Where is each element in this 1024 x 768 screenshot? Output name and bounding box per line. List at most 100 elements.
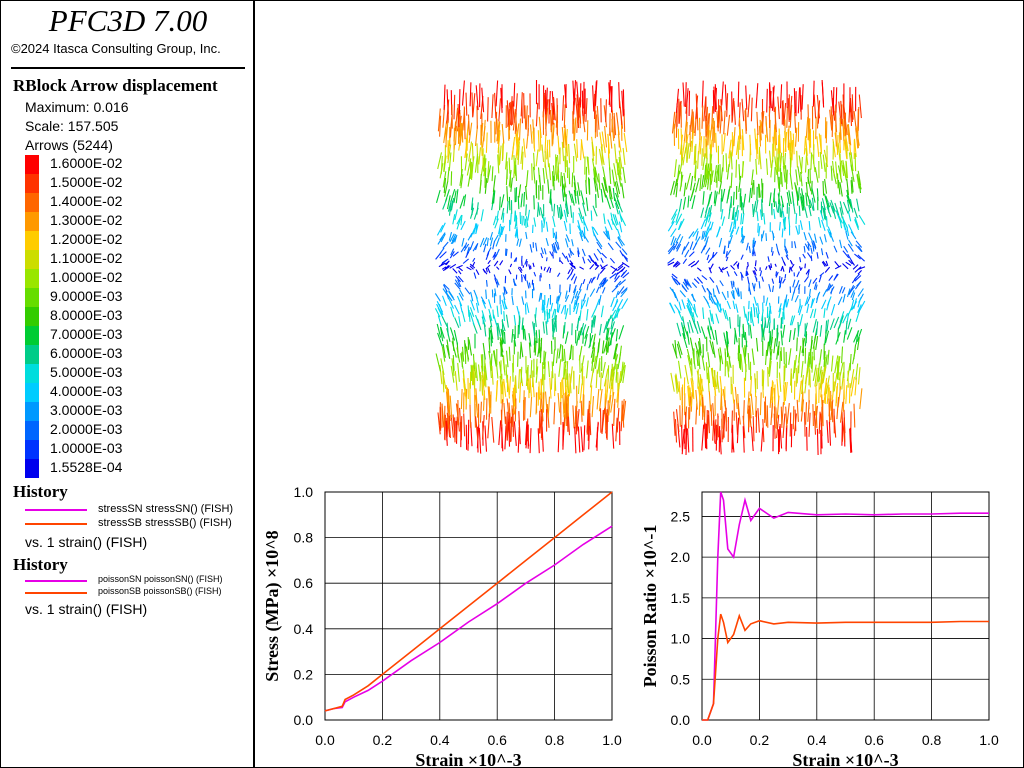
displacement-arrow	[711, 341, 716, 358]
displacement-arrow	[700, 207, 705, 218]
displacement-arrow	[519, 211, 522, 225]
displacement-arrow	[452, 268, 458, 274]
displacement-arrow	[499, 145, 502, 164]
displacement-arrow	[456, 214, 463, 225]
displacement-arrow	[839, 239, 843, 249]
displacement-arrow	[735, 135, 740, 155]
displacement-arrow	[613, 163, 618, 181]
displacement-arrow	[802, 253, 806, 259]
displacement-arrow	[615, 417, 618, 442]
displacement-arrow	[770, 159, 774, 178]
displacement-arrow	[592, 205, 598, 217]
displacement-arrow	[544, 391, 548, 413]
displacement-arrow	[622, 400, 627, 422]
displacement-arrow	[480, 122, 484, 144]
displacement-arrow	[458, 316, 461, 327]
displacement-arrow	[578, 207, 584, 220]
displacement-arrow	[858, 94, 862, 119]
displacement-arrow	[806, 426, 808, 451]
displacement-arrow	[563, 172, 567, 188]
displacement-arrow	[693, 278, 700, 284]
displacement-arrow	[847, 305, 853, 317]
displacement-arrow	[784, 248, 789, 257]
displacement-arrow	[692, 380, 695, 400]
displacement-arrow	[493, 350, 497, 367]
displacement-arrow	[812, 80, 815, 107]
displacement-arrow	[486, 165, 492, 183]
displacement-arrow	[829, 202, 835, 214]
displacement-arrow	[788, 348, 792, 365]
displacement-arrow	[460, 245, 466, 253]
displacement-arrow	[701, 355, 706, 371]
displacement-arrow	[679, 156, 684, 174]
displacement-arrow	[621, 269, 628, 277]
displacement-arrow	[591, 396, 595, 418]
displacement-arrow	[600, 146, 605, 166]
displacement-arrow	[585, 360, 589, 379]
displacement-arrow	[521, 296, 525, 305]
displacement-arrow	[479, 371, 482, 392]
displacement-arrow	[497, 130, 501, 149]
displacement-arrow	[766, 316, 770, 328]
displacement-arrow	[496, 322, 499, 337]
displacement-arrow	[571, 172, 574, 188]
displacement-arrow	[482, 379, 486, 400]
displacement-arrow	[573, 117, 577, 141]
displacement-arrow	[846, 288, 851, 298]
displacement-arrow	[463, 243, 470, 252]
displacement-arrow	[540, 247, 544, 255]
displacement-arrow	[525, 105, 528, 130]
displacement-arrow	[826, 283, 831, 292]
displacement-arrow	[496, 266, 500, 270]
displacement-arrow	[815, 284, 818, 291]
displacement-arrow	[671, 213, 677, 224]
displacement-arrow	[437, 108, 441, 132]
displacement-arrow	[797, 166, 801, 182]
displacement-arrow	[834, 273, 839, 280]
displacement-arrow	[476, 424, 480, 449]
displacement-arrow	[761, 110, 765, 133]
displacement-arrow	[709, 276, 715, 283]
displacement-arrow	[522, 265, 525, 268]
displacement-arrow	[813, 282, 817, 290]
displacement-arrow	[821, 219, 826, 231]
displacement-arrow	[602, 166, 607, 183]
displacement-arrow	[857, 367, 861, 385]
displacement-arrow	[719, 303, 722, 313]
displacement-arrow	[741, 129, 745, 151]
displacement-arrow	[829, 109, 833, 131]
poisson-ratio-chart: 0.0 0.2 0.4 0.6 0.8 1.00.00.51.01.52.02.5Stra…	[640, 491, 999, 768]
displacement-arrow	[525, 424, 529, 449]
displacement-arrow	[576, 409, 580, 432]
displacement-arrow	[737, 402, 741, 425]
displacement-arrow	[552, 349, 556, 367]
displacement-arrow	[484, 425, 488, 452]
displacement-arrow	[698, 337, 702, 354]
displacement-arrow	[471, 143, 474, 161]
displacement-arrow	[855, 330, 859, 345]
displacement-arrow	[539, 130, 542, 151]
displacement-arrow	[709, 340, 715, 355]
displacement-arrow	[692, 312, 696, 322]
displacement-arrow	[708, 267, 712, 274]
displacement-arrow	[597, 358, 601, 374]
displacement-arrow	[857, 254, 865, 262]
displacement-arrow	[795, 225, 799, 235]
y-tick-label: 0.0	[294, 712, 314, 728]
displacement-arrow	[679, 236, 684, 244]
displacement-arrow	[796, 337, 798, 352]
displacement-arrow	[495, 359, 499, 379]
displacement-arrow	[702, 230, 706, 239]
displacement-arrow	[457, 279, 462, 288]
displacement-arrow	[443, 405, 446, 427]
displacement-arrow	[781, 402, 785, 425]
displacement-arrow	[494, 92, 497, 119]
displacement-arrow	[816, 136, 820, 157]
displacement-arrow	[560, 172, 562, 187]
displacement-arrow	[491, 365, 494, 385]
displacement-arrow	[515, 257, 518, 262]
displacement-arrow	[511, 405, 514, 427]
displacement-arrow	[617, 286, 625, 296]
displacement-arrow	[563, 321, 566, 334]
